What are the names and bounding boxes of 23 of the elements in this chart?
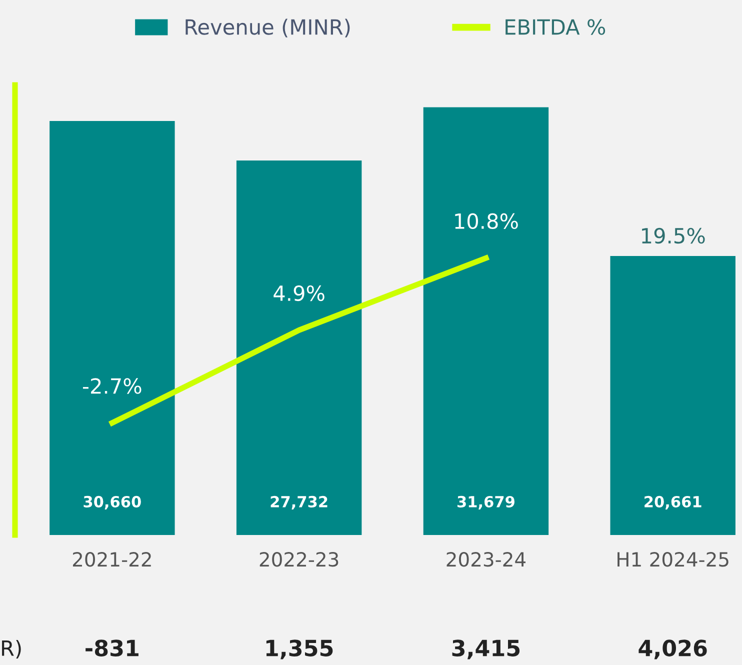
legend-label: EBITDA % — [506, 19, 606, 35]
text: 1,355 — [266, 640, 333, 660]
x-tick-label: 2023-24 — [446, 552, 526, 567]
data-label: 30,660 — [84, 496, 141, 510]
bar — [610, 256, 736, 535]
bar — [50, 121, 175, 535]
data-label: 31,679 — [458, 496, 514, 510]
annotation: 19.5% — [642, 228, 705, 244]
data-label: 20,661 — [644, 496, 702, 510]
data-label: -2.7% — [82, 378, 142, 394]
text: R) — [2, 640, 21, 658]
bar — [236, 160, 362, 535]
bar — [423, 107, 549, 535]
text: 3,415 — [452, 640, 520, 660]
x-tick-label: 2021-22 — [72, 552, 151, 567]
data-label: 4.9% — [274, 285, 324, 302]
x-tick-label: 2022-23 — [260, 552, 338, 567]
data-label: 10.8% — [455, 213, 518, 230]
x-tick-label: H1 2024-25 — [618, 552, 728, 567]
text: -831 — [86, 640, 138, 656]
data-label: 27,732 — [270, 496, 328, 510]
text: 4,026 — [638, 640, 707, 660]
legend-label: Revenue (MINR) — [186, 18, 350, 38]
